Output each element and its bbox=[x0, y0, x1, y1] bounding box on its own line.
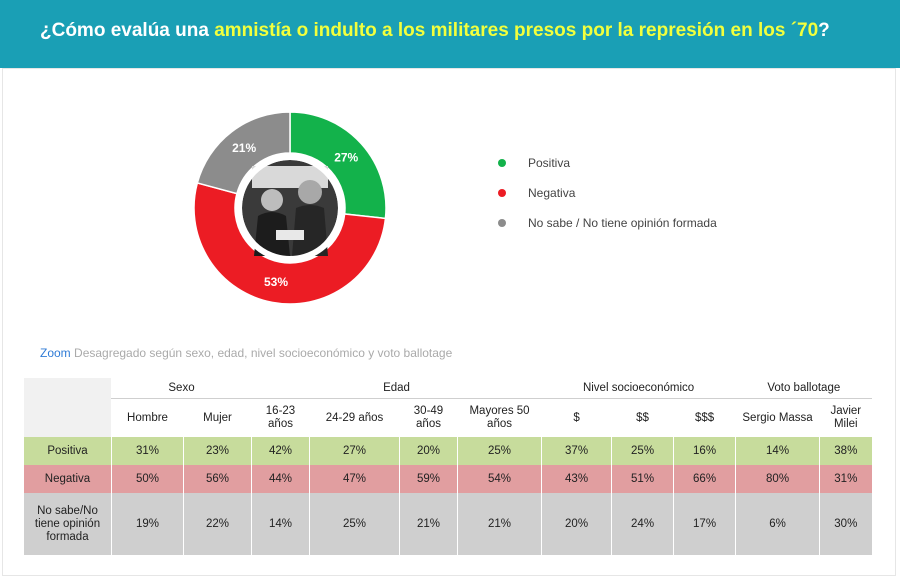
column-header: 24-29 años bbox=[309, 398, 400, 437]
table-cell: 19% bbox=[111, 493, 184, 555]
row-label: Negativa bbox=[23, 465, 112, 493]
group-ballotage: Voto ballotage bbox=[735, 378, 872, 399]
table-cell: 31% bbox=[819, 465, 872, 493]
table-cell: 37% bbox=[541, 437, 612, 465]
table-cell: 54% bbox=[456, 465, 542, 493]
donut-labels: 27% 53% 21% bbox=[232, 141, 358, 289]
table-cell: 23% bbox=[183, 437, 252, 465]
column-header: $ bbox=[541, 398, 612, 437]
slice-positiva-label: 27% bbox=[334, 151, 358, 165]
table-cell: 24% bbox=[611, 493, 674, 555]
column-header: 30-49 años bbox=[399, 398, 458, 437]
table-cell: 38% bbox=[819, 437, 872, 465]
table-cell: 47% bbox=[309, 465, 400, 493]
table-cell: 44% bbox=[251, 465, 310, 493]
table-cell: 56% bbox=[183, 465, 252, 493]
column-header: $$$ bbox=[673, 398, 736, 437]
table-cell: 31% bbox=[111, 437, 184, 465]
legend-item-no-sabe: No sabe / No tiene opinión formada bbox=[492, 208, 717, 238]
table-header-row: Hombre Mujer 16-23 años 24-29 años 30-49… bbox=[24, 398, 872, 437]
legend-dot-positiva bbox=[498, 159, 506, 167]
table-cell: 25% bbox=[456, 437, 542, 465]
zoom-text: Desagregado según sexo, edad, nivel soci… bbox=[70, 346, 453, 360]
column-header: Hombre bbox=[111, 398, 184, 437]
table-cell: 50% bbox=[111, 465, 184, 493]
table-cell: 42% bbox=[251, 437, 310, 465]
title-suffix: ? bbox=[818, 20, 830, 41]
table-cell: 14% bbox=[735, 437, 820, 465]
legend-item-positiva: Positiva bbox=[492, 148, 717, 178]
column-header: $$ bbox=[611, 398, 674, 437]
table-cell: 17% bbox=[673, 493, 736, 555]
table-cell: 25% bbox=[611, 437, 674, 465]
column-header: Mujer bbox=[183, 398, 252, 437]
table-cell: 66% bbox=[673, 465, 736, 493]
group-nse: Nivel socioeconómico bbox=[541, 378, 736, 399]
group-sexo: Sexo bbox=[111, 378, 252, 399]
column-header: Sergio Massa bbox=[735, 398, 820, 437]
table-cell: 59% bbox=[399, 465, 458, 493]
table-cell: 20% bbox=[541, 493, 612, 555]
table-cell: 43% bbox=[541, 465, 612, 493]
slice-negativa-label: 53% bbox=[264, 275, 288, 289]
column-header: 16-23 años bbox=[251, 398, 310, 437]
table-cell: 80% bbox=[735, 465, 820, 493]
legend-label-no-sabe: No sabe / No tiene opinión formada bbox=[528, 216, 717, 230]
legend-dot-no-sabe bbox=[498, 219, 506, 227]
legend-item-negativa: Negativa bbox=[492, 178, 717, 208]
table-cell: 22% bbox=[183, 493, 252, 555]
center-ring bbox=[236, 154, 344, 262]
table-group-row: Sexo Edad Nivel socioeconómico Voto ball… bbox=[23, 378, 872, 437]
slice-negativa bbox=[193, 181, 387, 305]
slice-positiva bbox=[289, 111, 387, 220]
table-row-no-sabe: No sabe/No tiene opinión formada 19% 22%… bbox=[23, 493, 872, 555]
donut-slices bbox=[193, 111, 387, 305]
page-title: ¿Cómo evalúa una amnistía o indulto a lo… bbox=[0, 0, 900, 68]
table-cell: 27% bbox=[309, 437, 400, 465]
table-cell: 51% bbox=[611, 465, 674, 493]
center-photo bbox=[242, 160, 338, 256]
table-cell: 6% bbox=[735, 493, 820, 555]
legend-dot-negativa bbox=[498, 189, 506, 197]
legend-label-positiva: Positiva bbox=[528, 156, 571, 170]
title-prefix: ¿Cómo evalúa una bbox=[40, 20, 215, 41]
table-corner bbox=[23, 378, 112, 437]
zoom-caption: Zoom Desagregado según sexo, edad, nivel… bbox=[40, 346, 452, 360]
slice-no-sabe-label: 21% bbox=[232, 141, 256, 155]
zoom-label: Zoom bbox=[40, 346, 71, 360]
column-header: Mayores 50 años bbox=[456, 398, 542, 437]
row-label: No sabe/No tiene opinión formada bbox=[23, 493, 112, 555]
column-header: Javier Milei bbox=[819, 398, 872, 437]
content-frame bbox=[2, 68, 896, 576]
chart-legend: Positiva Negativa No sabe / No tiene opi… bbox=[492, 148, 717, 238]
table-row-positiva: Positiva 31% 23% 42% 27% 20% 25% 37% 25%… bbox=[23, 437, 872, 465]
table-cell: 21% bbox=[456, 493, 542, 555]
row-label: Positiva bbox=[23, 437, 112, 465]
breakdown-table: Sexo Edad Nivel socioeconómico Voto ball… bbox=[23, 378, 872, 555]
table-row-negativa: Negativa 50% 56% 44% 47% 59% 54% 43% 51%… bbox=[23, 465, 872, 493]
donut-chart: 27% 53% 21% bbox=[193, 111, 387, 305]
title-highlight: amnistía o indulto a los militares preso… bbox=[214, 20, 819, 41]
table-cell: 21% bbox=[399, 493, 458, 555]
table-cell: 14% bbox=[251, 493, 310, 555]
group-edad: Edad bbox=[250, 378, 542, 399]
table-cell: 16% bbox=[673, 437, 736, 465]
table-cell: 25% bbox=[309, 493, 400, 555]
table-cell: 20% bbox=[399, 437, 458, 465]
table-cell: 30% bbox=[819, 493, 872, 555]
slice-no-sabe bbox=[196, 111, 291, 195]
legend-label-negativa: Negativa bbox=[528, 186, 576, 200]
